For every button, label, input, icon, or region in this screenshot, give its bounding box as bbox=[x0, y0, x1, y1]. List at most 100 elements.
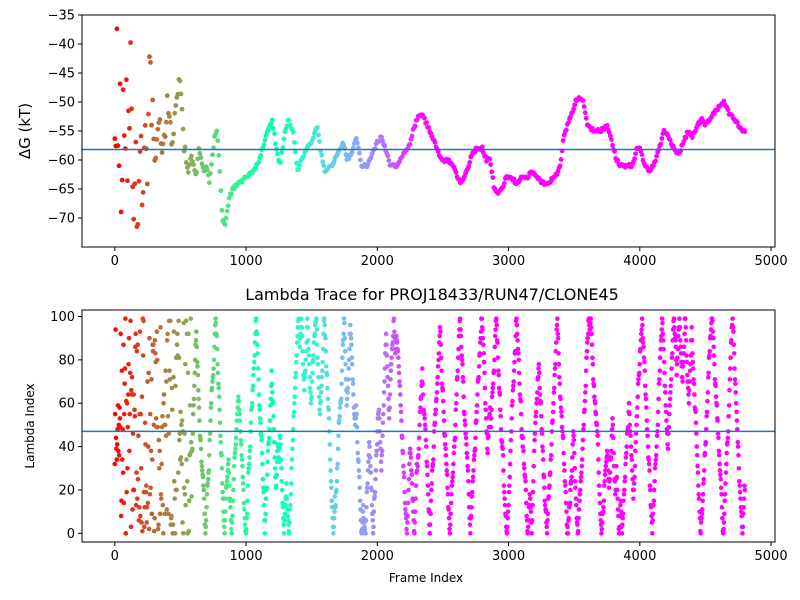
lambda-point bbox=[504, 531, 510, 536]
dg-point bbox=[321, 163, 327, 169]
lambda-point bbox=[736, 452, 741, 458]
dg-point bbox=[604, 123, 610, 128]
lambda-point bbox=[373, 476, 378, 482]
dg-point bbox=[186, 162, 192, 168]
lambda-point bbox=[233, 435, 239, 441]
lambda-point bbox=[136, 505, 142, 510]
lambda-point bbox=[400, 450, 406, 456]
lambda-point bbox=[707, 353, 712, 358]
lambda-point bbox=[195, 372, 201, 378]
lambda-point bbox=[177, 437, 182, 443]
dg-point bbox=[137, 149, 143, 154]
lambda-point bbox=[596, 457, 601, 462]
lambda-point bbox=[472, 446, 478, 452]
lambda-point bbox=[156, 437, 162, 443]
lambda-point bbox=[742, 483, 747, 488]
dg-point bbox=[275, 151, 280, 157]
lambda-point bbox=[257, 403, 262, 408]
lambda-point bbox=[249, 400, 255, 406]
lambda-point bbox=[660, 320, 665, 326]
lambda-point bbox=[382, 379, 387, 384]
lambda-point bbox=[614, 487, 620, 493]
lambda-point bbox=[297, 344, 303, 350]
lambda-point bbox=[294, 353, 300, 358]
lambda-point bbox=[429, 468, 435, 473]
lambda-point bbox=[205, 481, 211, 486]
lambda-point bbox=[643, 392, 648, 397]
lambda-point bbox=[468, 531, 473, 536]
lambda-point bbox=[501, 483, 507, 488]
lambda-point bbox=[173, 383, 178, 389]
lambda-point bbox=[556, 361, 562, 367]
lambda-point bbox=[611, 435, 616, 441]
lambda-point bbox=[601, 505, 606, 510]
lambda-point bbox=[565, 524, 570, 530]
lambda-point bbox=[302, 374, 307, 380]
lambda-point bbox=[257, 416, 263, 421]
dg-point bbox=[291, 140, 297, 145]
lambda-points bbox=[112, 316, 748, 536]
lambda-point bbox=[123, 531, 129, 536]
lambda-point bbox=[542, 485, 547, 491]
dg-point bbox=[163, 119, 169, 125]
lambda-point bbox=[482, 370, 487, 376]
lambda-point bbox=[369, 502, 375, 508]
dg-point bbox=[197, 150, 203, 156]
lambda-point bbox=[233, 442, 238, 447]
lambda-point bbox=[681, 344, 687, 350]
dg-point bbox=[315, 125, 320, 130]
lambda-point bbox=[635, 381, 641, 387]
lambda-point bbox=[250, 383, 256, 389]
lambda-point bbox=[340, 355, 345, 361]
lambda-point bbox=[343, 361, 348, 367]
lambda-point bbox=[548, 457, 553, 462]
lambda-point bbox=[724, 461, 729, 467]
lambda-point bbox=[185, 370, 191, 376]
lambda-point bbox=[489, 394, 495, 400]
lambda-point bbox=[453, 407, 459, 413]
lambda-point bbox=[171, 374, 176, 380]
lambda-point bbox=[549, 442, 554, 447]
dg-point bbox=[467, 160, 473, 165]
lambda-point bbox=[498, 426, 504, 432]
lambda-point bbox=[438, 355, 444, 361]
lambda-point bbox=[690, 351, 695, 356]
lambda-point bbox=[679, 374, 685, 380]
lambda-point bbox=[344, 396, 350, 402]
lambda-point bbox=[423, 444, 429, 449]
lambda-point bbox=[390, 340, 396, 345]
lambda-point bbox=[156, 522, 161, 527]
lambda-point bbox=[201, 483, 206, 488]
lambda-point bbox=[379, 468, 384, 473]
lambda-point bbox=[265, 459, 270, 465]
lambda-point bbox=[496, 385, 502, 391]
lambda-point bbox=[368, 463, 373, 469]
dg-point bbox=[144, 181, 150, 187]
lambda-point bbox=[465, 468, 471, 473]
lambda-point bbox=[308, 390, 313, 395]
lambda-point bbox=[424, 459, 429, 465]
dg-point bbox=[273, 141, 278, 147]
lambda-point bbox=[716, 452, 722, 458]
dg-y-tick-label: −60 bbox=[48, 154, 75, 169]
lambda-point bbox=[686, 400, 692, 406]
lambda-point bbox=[199, 459, 204, 465]
lambda-point bbox=[428, 498, 434, 504]
dg-point bbox=[297, 162, 303, 168]
lambda-point bbox=[279, 478, 285, 484]
lambda-point bbox=[597, 500, 603, 506]
lambda-point bbox=[590, 355, 595, 361]
lambda-point bbox=[639, 316, 645, 321]
lambda-point bbox=[152, 338, 158, 343]
lambda-point bbox=[166, 431, 172, 436]
lambda-point bbox=[281, 522, 287, 527]
dg-point bbox=[316, 132, 321, 138]
lambda-point bbox=[737, 483, 742, 488]
lambda-point bbox=[646, 461, 652, 467]
dg-point bbox=[432, 139, 438, 145]
lambda-point bbox=[379, 452, 385, 458]
lambda-point bbox=[698, 531, 704, 536]
lambda-point bbox=[278, 457, 284, 462]
lambda-point bbox=[174, 342, 180, 347]
